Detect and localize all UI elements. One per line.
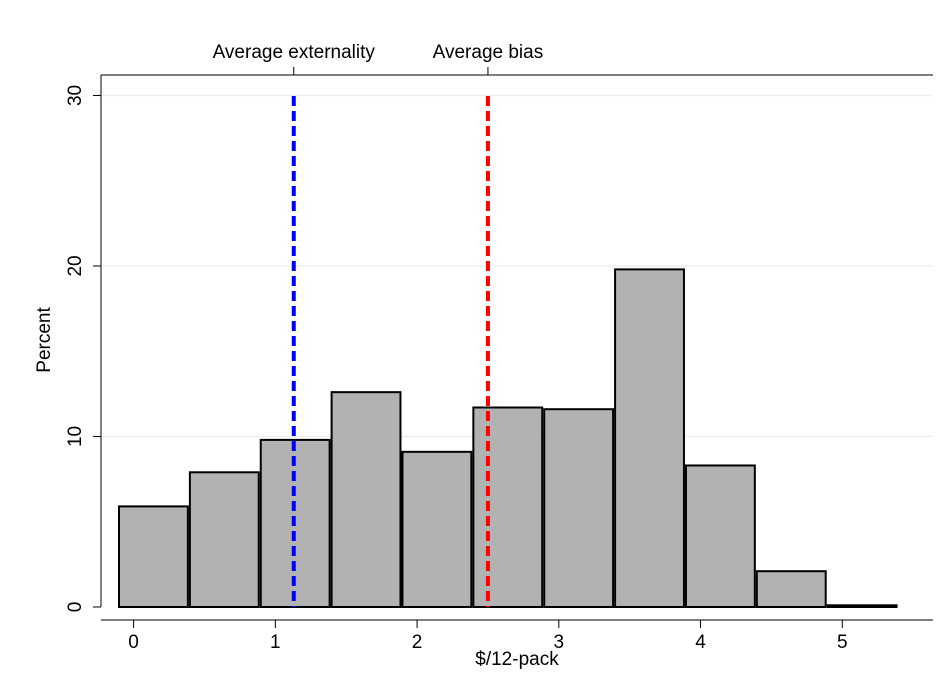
x-tick-label: 4: [695, 632, 706, 653]
y-axis-label: Percent: [34, 307, 55, 373]
x-tick-label: 0: [128, 632, 139, 653]
x-tick-label: 5: [837, 632, 848, 653]
reference-label: Average externality: [213, 42, 376, 63]
bar: [543, 408, 615, 609]
x-tick-label: 3: [554, 632, 565, 653]
reference-label: Average bias: [433, 42, 544, 63]
y-tick-label: 10: [65, 426, 86, 447]
y-tick-label: 20: [65, 255, 86, 276]
bar: [118, 505, 189, 608]
bar: [330, 391, 402, 608]
bar: [755, 570, 827, 609]
bar: [401, 450, 473, 609]
y-tick-label: 0: [65, 602, 86, 613]
bar: [684, 464, 756, 608]
x-axis-label: $/12-pack: [475, 649, 559, 670]
x-tick-label: 1: [270, 632, 281, 653]
bar: [472, 406, 544, 608]
y-tick-label: 30: [65, 85, 86, 106]
bar: [826, 604, 898, 608]
bar: [614, 268, 685, 608]
bar: [188, 471, 260, 608]
x-tick-label: 2: [412, 632, 423, 653]
